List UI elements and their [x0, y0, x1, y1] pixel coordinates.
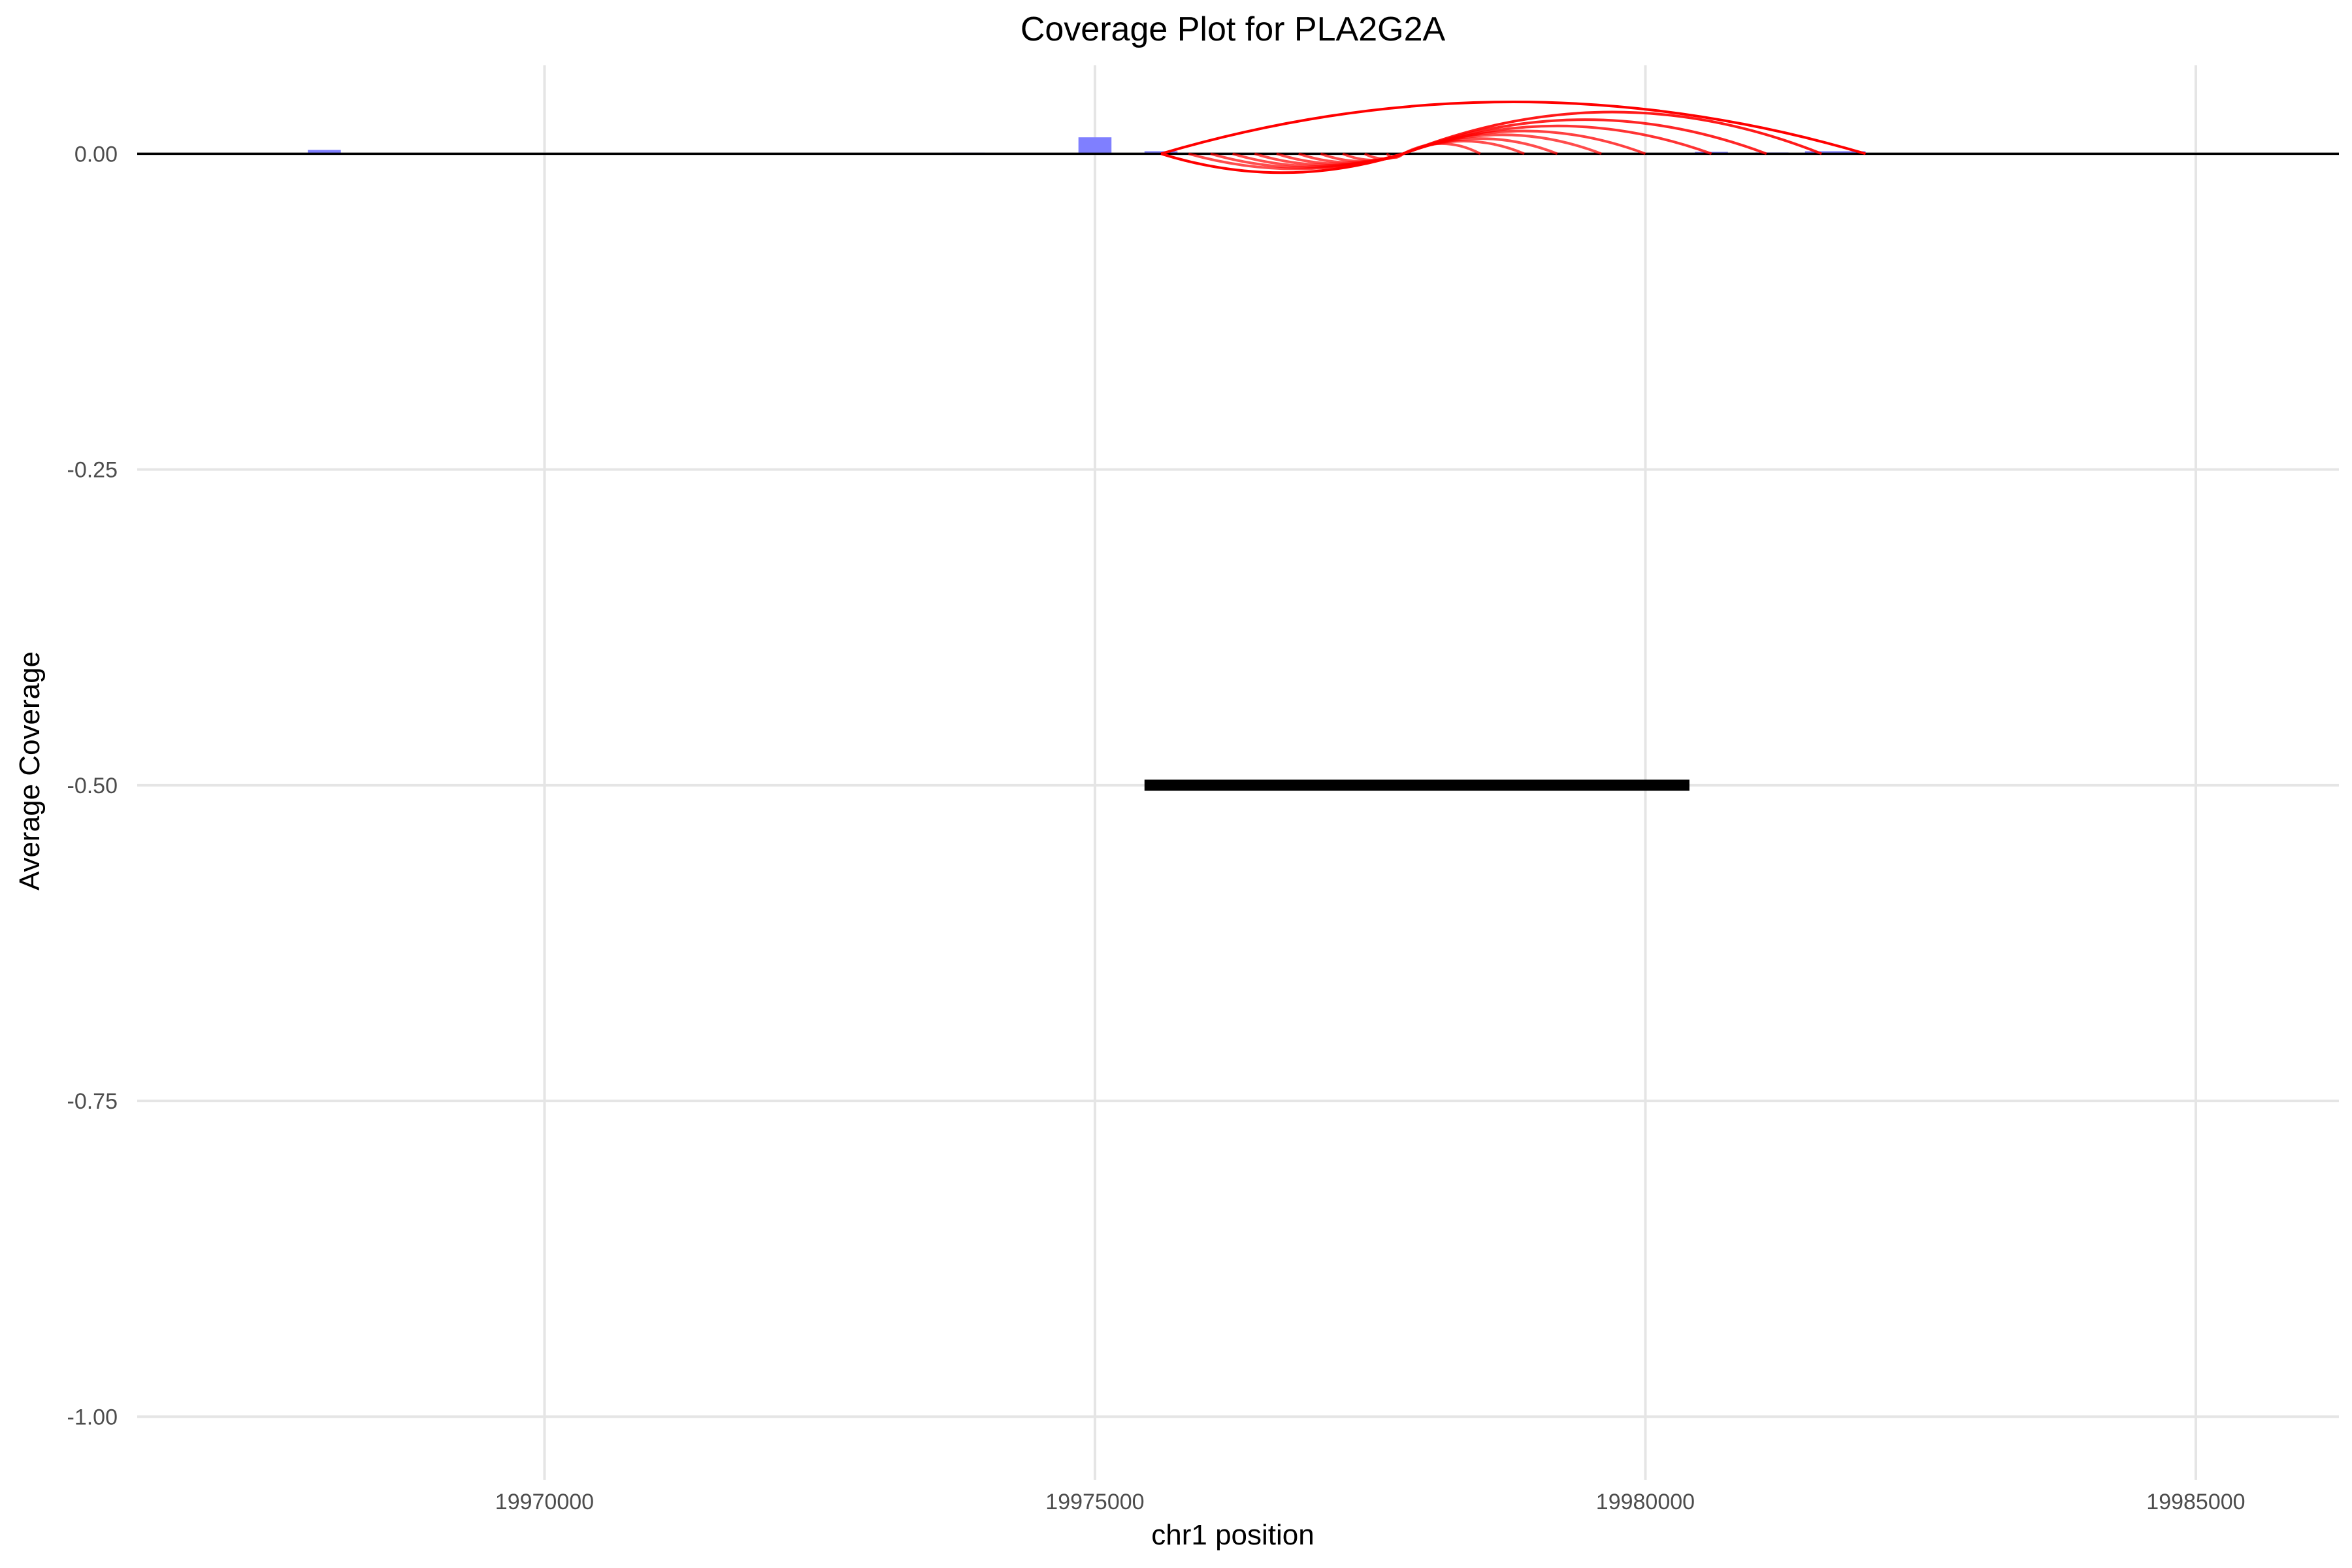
grid-layer [137, 65, 2339, 1480]
x-axis-title: chr1 position [1151, 1519, 1314, 1551]
junction-arc-9 [1402, 142, 1481, 155]
y-tick-label-4: -1.00 [67, 1405, 118, 1429]
y-tick-label-0: 0.00 [74, 142, 118, 167]
junction-arc-0 [1160, 101, 1867, 155]
y-tick-label-2: -0.50 [67, 774, 118, 798]
y-tick-labels: 0.00 -0.25 -0.50 -0.75 -1.00 [67, 142, 118, 1429]
x-tick-label-3: 19985000 [2146, 1490, 2245, 1514]
x-tick-label-0: 19970000 [495, 1490, 594, 1514]
x-tick-label-1: 19975000 [1045, 1490, 1144, 1514]
chart-title: Coverage Plot for PLA2G2A [1021, 10, 1446, 48]
coverage-bar-2 [1078, 137, 1112, 154]
junction-arc-2 [1403, 110, 1822, 155]
coverage-layer [308, 137, 1866, 154]
x-tick-label-2: 19980000 [1596, 1490, 1695, 1514]
junction-arc-19 [1386, 152, 1405, 159]
y-axis-title: Average Coverage [14, 651, 46, 890]
y-tick-label-1: -0.25 [67, 458, 118, 483]
junction-arcs [1160, 101, 1867, 174]
coverage-bar-6 [1805, 151, 1866, 154]
x-tick-labels: 19970000 19975000 19980000 19985000 [495, 1490, 2246, 1514]
coverage-bar-0 [308, 150, 341, 154]
y-tick-label-3: -0.75 [67, 1089, 118, 1114]
